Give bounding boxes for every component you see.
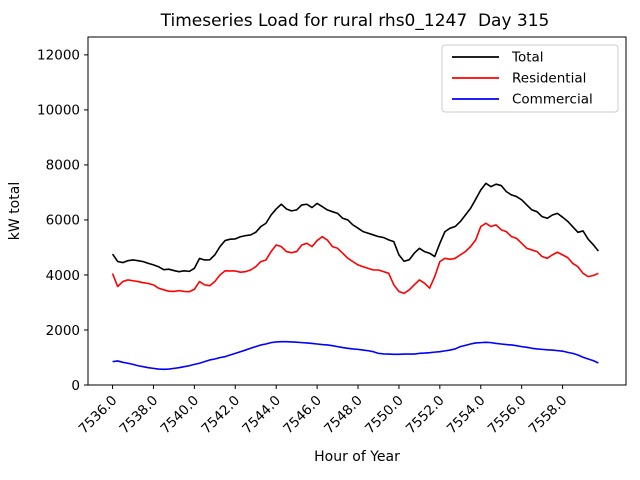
- y-tick-label: 2000: [46, 323, 80, 339]
- y-tick-label: 8000: [46, 158, 80, 174]
- y-tick-label: 4000: [46, 268, 80, 284]
- x-tick-label: 7544.0: [239, 393, 284, 438]
- x-tick-label: 7554.0: [444, 393, 489, 438]
- series-line-residential: [111, 222, 599, 295]
- x-axis-label: Hour of Year: [314, 449, 400, 465]
- x-axis-ticks: 7536.07538.07540.07542.07544.07546.07548…: [76, 385, 571, 438]
- y-axis-ticks: 0 2000 4000 6000 8000 10000 12000: [37, 48, 88, 394]
- legend-box: [441, 44, 619, 113]
- x-tick-label: 7550.0: [362, 393, 407, 438]
- legend: Total Residential Commercial: [441, 44, 619, 113]
- series-lines: [111, 182, 600, 371]
- x-tick-label: 7538.0: [117, 393, 162, 438]
- legend-label-commercial: Commercial: [512, 92, 593, 108]
- x-tick-label: 7540.0: [157, 393, 202, 438]
- y-tick-label: 6000: [46, 213, 80, 229]
- y-axis-label: kW total: [7, 182, 23, 240]
- x-tick-label: 7548.0: [321, 393, 366, 438]
- y-tick-label: 10000: [37, 103, 80, 119]
- y-tick-label: 12000: [37, 48, 80, 64]
- series-line-commercial: [112, 340, 599, 371]
- legend-label-total: Total: [511, 50, 544, 66]
- x-tick-label: 7552.0: [403, 393, 448, 438]
- x-tick-label: 7558.0: [526, 393, 571, 438]
- chart-title: Timeseries Load for rural rhs0_1247 Day …: [160, 11, 550, 31]
- y-tick-label: 0: [71, 378, 80, 394]
- legend-label-residential: Residential: [512, 71, 586, 87]
- x-tick-label: 7546.0: [280, 393, 325, 438]
- x-tick-label: 7556.0: [485, 393, 530, 438]
- x-tick-label: 7536.0: [76, 393, 121, 438]
- series-line-total: [111, 182, 600, 273]
- plot-border: [87, 36, 627, 386]
- x-tick-label: 7542.0: [198, 393, 243, 438]
